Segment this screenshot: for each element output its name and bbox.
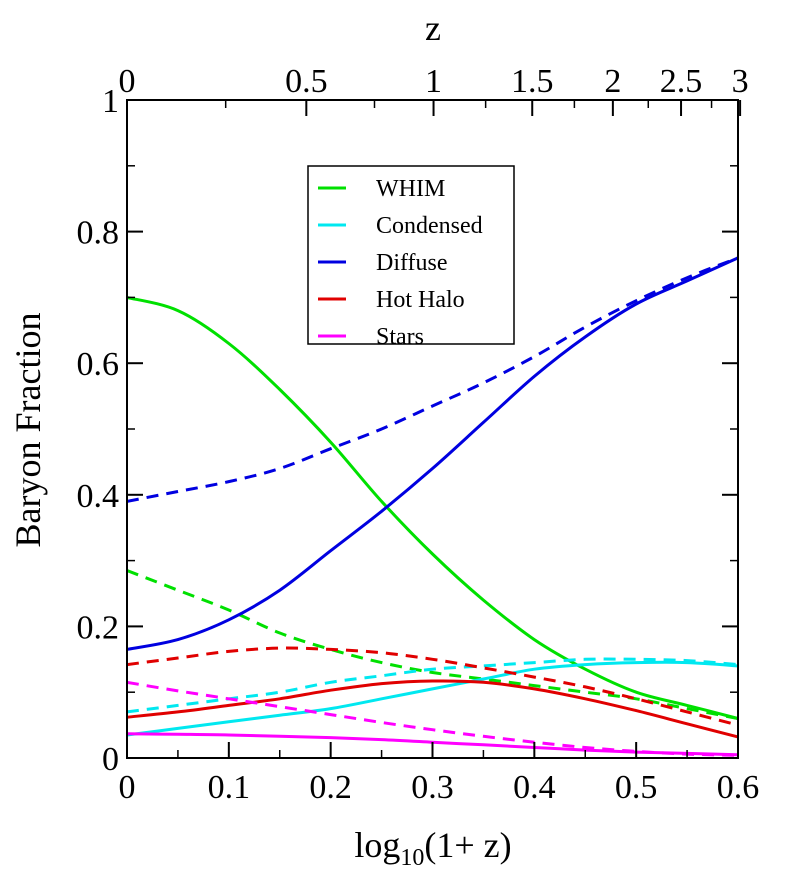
- series-line-stars-dashed: [126, 680, 739, 757]
- y-tick-label: 0.2: [77, 609, 120, 646]
- series-line-condensed-dashed: [126, 657, 739, 714]
- x-axis-title: log10(1+ z): [354, 825, 511, 869]
- x-axis-title-rest: (1+ z): [424, 825, 511, 865]
- y-tick-label: 0.6: [77, 346, 120, 383]
- labels-layer: 0 0.1 0.2 0.3 0.4 0.5 0.6 0 0.5 1 1.5 2 2.5 3 0 0.2 0.4 0…: [77, 63, 760, 806]
- legend-items: WHIM Condensed Diffuse Hot Halo Stars: [318, 176, 483, 350]
- series-line-whim-dashed: [126, 569, 739, 720]
- y-tick-label: 1: [102, 83, 119, 120]
- legend-label-stars: Stars: [376, 324, 424, 350]
- x-tick-label: 0.2: [309, 769, 352, 806]
- legend: WHIM Condensed Diffuse Hot Halo Stars: [307, 165, 515, 350]
- x-tick-label: 0.5: [615, 769, 658, 806]
- legend-label-whim: WHIM: [376, 176, 445, 202]
- legend-label-hot-halo: Hot Halo: [376, 287, 465, 313]
- x-tick-label: 0: [119, 769, 136, 806]
- y-tick-label: 0: [102, 741, 119, 778]
- z-tick-label: 1: [425, 63, 442, 100]
- legend-label-condensed: Condensed: [376, 213, 483, 239]
- y-tick-label: 0.8: [77, 215, 120, 252]
- y-axis-title: Baryon Fraction: [8, 313, 48, 548]
- series-line-diffuse-solid: [126, 256, 739, 651]
- series-line-hot-halo-solid: [126, 679, 739, 739]
- series-line-whim-solid: [126, 295, 739, 720]
- x-tick-label: 0.1: [208, 769, 251, 806]
- z-tick-label: 0: [119, 63, 136, 100]
- x-tick-label: 0.3: [411, 769, 454, 806]
- series-line-condensed-solid: [126, 660, 739, 737]
- x-axis-title-subscript: 10: [400, 845, 424, 869]
- z-tick-label: 2.5: [660, 63, 703, 100]
- z-tick-label: 2: [604, 63, 621, 100]
- x-tick-label: 0.4: [513, 769, 556, 806]
- z-tick-label: 3: [732, 63, 749, 100]
- legend-box: [307, 165, 515, 345]
- series-line-diffuse-dashed: [126, 256, 739, 503]
- x-tick-label: 0.6: [717, 769, 760, 806]
- z-tick-label: 1.5: [511, 63, 554, 100]
- z-tick-label: 0.5: [285, 63, 328, 100]
- series-line-hot-halo-dashed: [126, 646, 739, 727]
- x-axis-title-log: log: [354, 825, 400, 865]
- top-axis-title: z: [425, 8, 441, 48]
- legend-label-diffuse: Diffuse: [376, 250, 448, 276]
- ticks-layer: [126, 99, 742, 759]
- y-tick-label: 0.4: [77, 478, 120, 515]
